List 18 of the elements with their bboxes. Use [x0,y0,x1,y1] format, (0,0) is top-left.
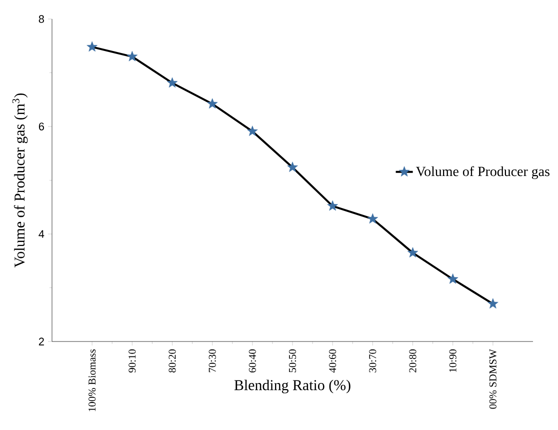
y-tick-label: 8 [38,15,44,23]
x-tick-label: 40:60 [329,349,336,373]
y-tick-label: 6 [38,122,44,130]
x-tick-label: 90:10 [128,349,136,373]
x-tick-label: 00% SDMSW [489,349,496,409]
x-tick-label: 80:20 [168,349,176,372]
y-axis-title: Volume of Producer gas (m$^{3}$) [12,94,28,268]
y-tick-label: 4 [38,230,44,238]
x-tick-label: 30:70 [369,349,376,372]
legend-label: Volume of Producer gas [416,166,550,180]
x-axis-title: Blending Ratio (%) [234,380,350,394]
y-tick-label: 2 [38,338,44,346]
x-tick-label: 70:30 [208,349,216,372]
x-tick-label: 20:80 [409,349,416,372]
x-tick-label: 60:40 [248,349,256,372]
x-tick-label: 10:90 [449,349,456,372]
x-tick-label: 50:50 [288,349,296,372]
x-tick-label: 100% Biomass [88,349,96,412]
